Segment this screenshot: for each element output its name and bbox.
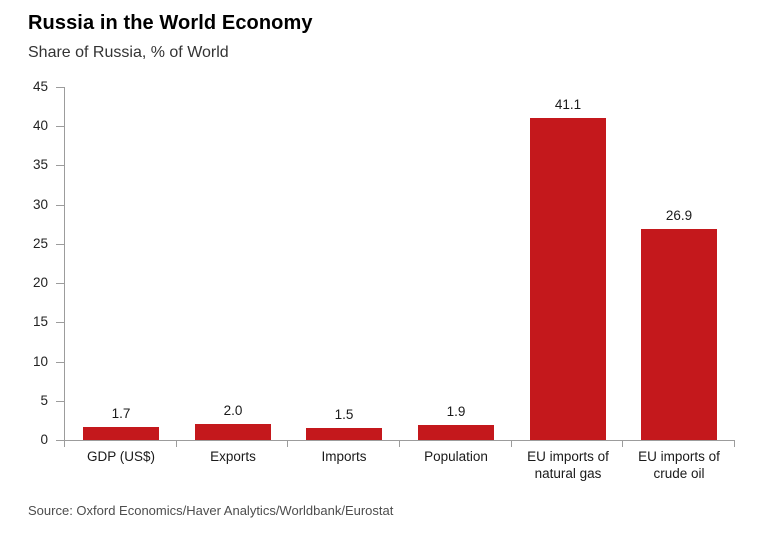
- category-label: EU imports of crude oil: [623, 449, 735, 482]
- x-tick: [622, 441, 623, 447]
- x-tick: [287, 441, 288, 447]
- y-tick-label: 25: [32, 235, 48, 251]
- y-tick: [56, 361, 65, 363]
- y-tick: [56, 204, 65, 206]
- bar-value-label: 1.7: [111, 405, 131, 421]
- source-note: Source: Oxford Economics/Haver Analytics…: [28, 503, 394, 518]
- category-label-line: natural gas: [534, 465, 602, 481]
- y-tick: [56, 283, 65, 285]
- x-tick: [64, 441, 65, 447]
- chart-title: Russia in the World Economy: [28, 12, 313, 34]
- y-tick-label: 45: [32, 79, 48, 94]
- category-label: Exports: [177, 449, 289, 466]
- category-label: EU imports of natural gas: [512, 449, 624, 482]
- category-label-line: Exports: [210, 449, 256, 464]
- y-tick-label: 20: [32, 275, 48, 291]
- y-tick: [56, 87, 65, 88]
- category-label: Imports: [288, 449, 400, 466]
- y-tick-label: 40: [32, 118, 48, 134]
- bar-value-label: 41.1: [554, 96, 582, 112]
- x-tick: [511, 441, 512, 447]
- y-tick-label: 30: [32, 196, 48, 212]
- bar-value-label: 26.9: [665, 207, 693, 223]
- y-tick: [56, 322, 65, 324]
- y-tick-label: 35: [32, 157, 48, 173]
- y-tick-label: 15: [32, 314, 48, 330]
- category-label-line: EU imports of: [638, 449, 720, 464]
- bar: [306, 428, 382, 440]
- category-label-line: crude oil: [653, 465, 705, 481]
- bar-value-label: 2.0: [223, 403, 243, 419]
- category-label: Population: [400, 449, 512, 466]
- category-label-line: Population: [424, 449, 488, 464]
- bar: [641, 228, 717, 440]
- bar: [83, 426, 159, 440]
- x-tick: [734, 441, 735, 447]
- y-tick: [56, 165, 65, 167]
- bar: [530, 117, 606, 440]
- x-axis-line: [64, 440, 735, 441]
- bar: [195, 424, 271, 440]
- y-tick: [56, 243, 65, 245]
- y-tick-label: 10: [32, 353, 48, 369]
- bar: [418, 425, 494, 440]
- category-label-line: EU imports of: [527, 449, 609, 464]
- y-axis-line: [64, 87, 65, 441]
- y-tick-label: 5: [40, 392, 48, 408]
- x-tick: [176, 441, 177, 447]
- bar-value-label: 1.9: [446, 404, 466, 420]
- y-tick: [56, 400, 65, 402]
- category-label-line: GDP (US$): [86, 449, 155, 464]
- x-tick: [399, 441, 400, 447]
- y-tick: [56, 440, 65, 441]
- bar-value-label: 1.5: [334, 407, 354, 423]
- chart-subtitle: Share of Russia, % of World: [28, 44, 229, 61]
- category-label: GDP (US$): [65, 449, 177, 466]
- y-tick: [56, 126, 65, 128]
- category-label-line: Imports: [321, 449, 367, 464]
- y-tick-label: 0: [40, 432, 48, 447]
